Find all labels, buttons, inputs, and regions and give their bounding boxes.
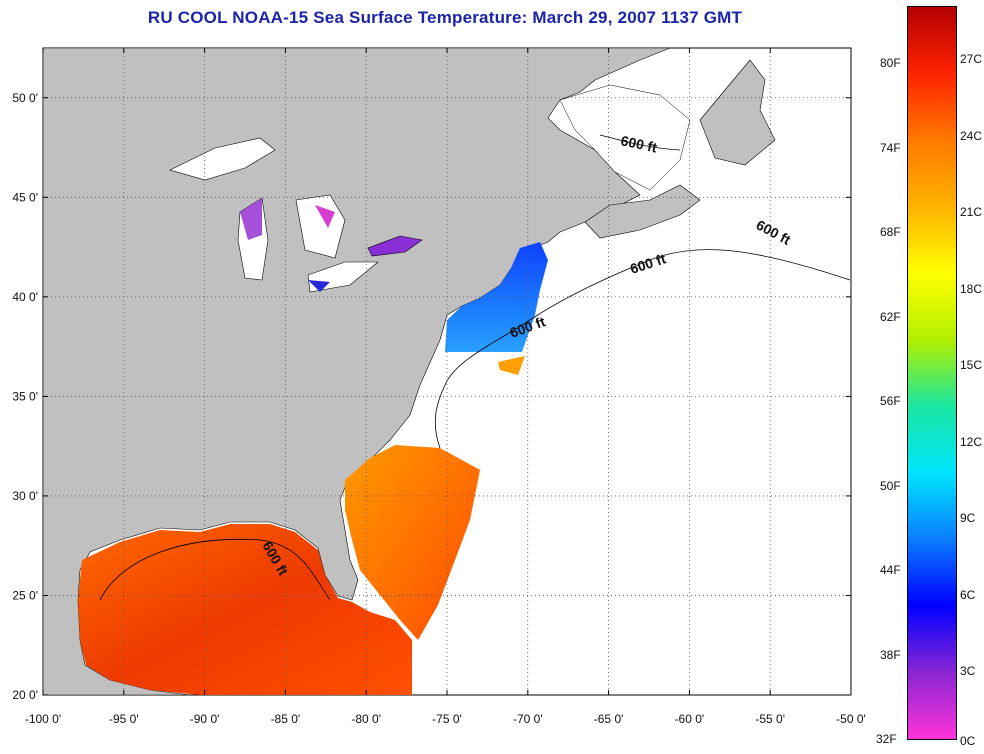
- latitude-ticks: 50 0' 45 0' 40 0' 35 0' 30 0' 25 0' 20 0': [12, 91, 851, 702]
- sst-gulf-of-mexico: [78, 524, 412, 695]
- colorbar-f-label: 56F: [880, 394, 901, 408]
- colorbar-f-label: 32F: [876, 732, 897, 746]
- x-tick-label: -75 0': [432, 712, 462, 726]
- lat-lon-grid: [43, 48, 851, 695]
- x-tick-label: -50 0': [836, 712, 866, 726]
- y-tick-label: 30 0': [12, 489, 38, 503]
- colorbar-c-label: 3C: [960, 664, 976, 678]
- colorbar-f-label: 74F: [880, 140, 901, 155]
- sst-gulf-stream: [345, 445, 480, 640]
- x-tick-label: -65 0': [594, 712, 624, 726]
- colorbar-c-label: 21C: [960, 205, 983, 219]
- y-tick-label: 25 0': [12, 588, 38, 602]
- land-nova-scotia: [584, 184, 701, 239]
- y-tick-label: 50 0': [12, 91, 38, 105]
- y-tick-label: 40 0': [12, 290, 38, 304]
- map-title: RU COOL NOAA-15 Sea Surface Temperature:…: [147, 8, 743, 27]
- sst-mid-atlantic: [498, 356, 525, 375]
- colorbar-f-label: 68F: [880, 225, 901, 239]
- colorbar-c-label: 27C: [960, 52, 983, 66]
- colorbar-c-label: 0C: [960, 734, 976, 748]
- colorbar-f-label: 44F: [880, 563, 901, 577]
- contour-label-gsl: 600 ft: [619, 132, 658, 155]
- x-tick-label: -85 0': [271, 712, 301, 726]
- great-lakes: [169, 137, 423, 293]
- x-tick-label: -100 0': [25, 712, 61, 726]
- x-tick-label: -90 0': [190, 712, 220, 726]
- colorbar-f-label: 80F: [880, 56, 901, 70]
- colorbar: [907, 6, 957, 740]
- colorbar-c-label: 18C: [960, 281, 983, 296]
- x-tick-label: -55 0': [755, 712, 785, 726]
- colorbar-c-label: 6C: [960, 587, 976, 602]
- x-tick-label: -70 0': [513, 712, 543, 726]
- land-newfoundland: [699, 59, 776, 166]
- gulf-st-lawrence: [559, 84, 691, 191]
- colorbar-c-label: 9C: [960, 511, 976, 525]
- y-tick-label: 20 0': [12, 688, 38, 702]
- y-tick-label: 35 0': [12, 389, 38, 403]
- longitude-ticks: -100 0' -95 0' -90 0' -85 0' -80 0' -75 0' -70…: [25, 48, 866, 726]
- colorbar-c-label: 24C: [960, 128, 983, 143]
- x-tick-label: -60 0': [675, 712, 705, 726]
- y-tick-label: 45 0': [12, 190, 38, 204]
- x-tick-label: -95 0': [109, 712, 139, 726]
- colorbar-f-label: 50F: [880, 478, 901, 493]
- colorbar-f-label: 62F: [880, 309, 901, 324]
- x-tick-label: -80 0': [351, 712, 381, 726]
- colorbar-c-label: 12C: [960, 434, 983, 449]
- depth-contours: [99, 134, 851, 601]
- colorbar-f-label: 38F: [880, 647, 901, 662]
- colorbar-c-label: 15C: [960, 358, 983, 372]
